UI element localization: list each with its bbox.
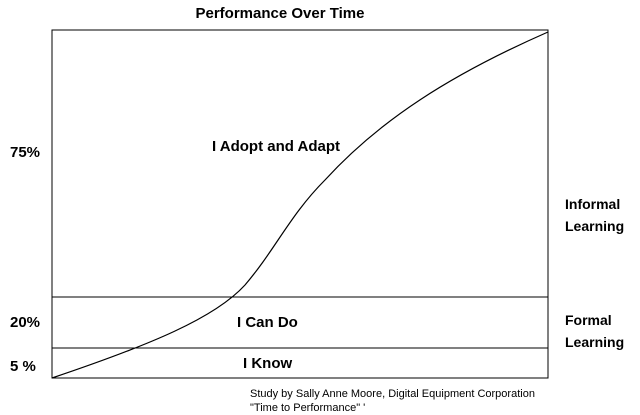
diagram-title: Performance Over Time [195, 5, 365, 22]
side-label-formal-line1: Formal [565, 312, 612, 328]
side-label-formal: Formal Learning [565, 309, 624, 353]
side-label-informal-line1: Informal [565, 196, 621, 212]
side-label-formal-line2: Learning [565, 334, 625, 350]
source-note-line1: Study by Sally Anne Moore, Digital Equip… [250, 388, 535, 400]
source-note: Study by Sally Anne Moore, Digital Equip… [250, 387, 535, 415]
plot-frame [51, 29, 549, 379]
zone-label-know: I Know [243, 355, 293, 372]
zone-label-adopt: I Adopt and Adapt [212, 138, 341, 155]
y-label-20: 20% [10, 314, 41, 331]
y-label-75: 75% [10, 144, 41, 161]
zone-label-can-do: I Can Do [237, 314, 298, 331]
y-label-5: 5 % [10, 358, 36, 375]
source-note-line2: "Time to Performance" ' [250, 402, 366, 414]
side-label-informal: Informal Learning [565, 193, 624, 237]
performance-curve [51, 31, 549, 379]
side-label-informal-line2: Learning [565, 218, 625, 234]
